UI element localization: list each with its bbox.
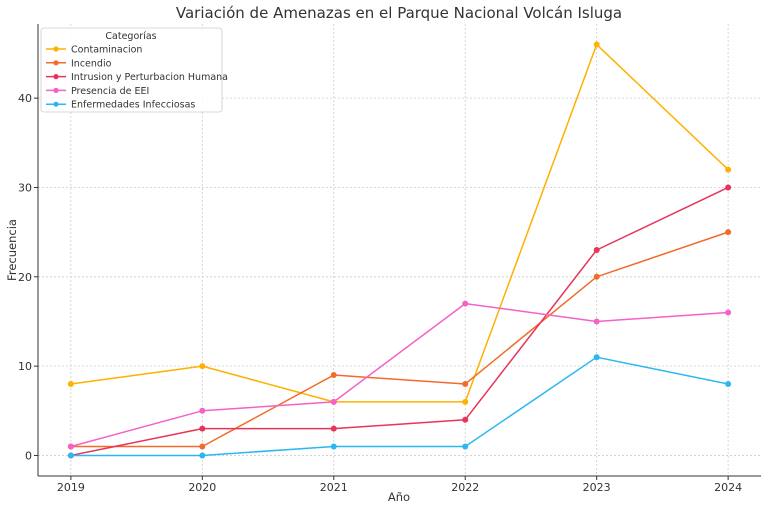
- data-point: [199, 443, 206, 450]
- data-point: [462, 443, 469, 450]
- legend-title: Categorías: [105, 31, 156, 42]
- data-point: [725, 229, 732, 236]
- data-point: [462, 416, 469, 423]
- data-point: [330, 425, 337, 432]
- x-tick-label: 2020: [188, 481, 216, 494]
- series-line: [70, 356, 729, 457]
- series-5: [67, 354, 732, 459]
- data-point: [330, 398, 337, 405]
- legend-marker: [53, 60, 59, 66]
- data-point: [67, 443, 74, 450]
- data-point: [725, 380, 732, 387]
- series-2: [67, 229, 732, 450]
- legend-item: Presencia de EEI: [46, 86, 149, 97]
- data-point: [725, 184, 732, 191]
- series-layer: [67, 41, 732, 459]
- y-tick-label: 30: [18, 181, 32, 194]
- legend-marker: [53, 101, 59, 107]
- data-point: [593, 318, 600, 325]
- legend-label: Contaminacion: [71, 45, 142, 56]
- legend-label: Incendio: [71, 58, 112, 69]
- x-tick-label: 2019: [57, 481, 85, 494]
- data-point: [199, 363, 206, 370]
- data-point: [67, 380, 74, 387]
- data-point: [725, 166, 732, 173]
- series-1: [67, 41, 732, 405]
- y-tick-label: 10: [18, 360, 32, 373]
- series-4: [67, 300, 732, 450]
- data-point: [593, 41, 600, 48]
- series-3: [67, 184, 732, 459]
- data-point: [67, 452, 74, 459]
- y-tick-label: 40: [18, 92, 32, 105]
- chart-title: Variación de Amenazas en el Parque Nacio…: [176, 4, 622, 22]
- axes: 2019 2020 2021 2022 2023 2024 0 10 20 30 40: [18, 24, 761, 494]
- data-point: [199, 452, 206, 459]
- data-point: [462, 380, 469, 387]
- legend-marker: [53, 87, 59, 93]
- legend-label: Presencia de EEI: [71, 86, 149, 97]
- legend-item: Incendio: [46, 58, 112, 69]
- data-point: [462, 300, 469, 307]
- x-tick-label: 2024: [714, 481, 742, 494]
- data-point: [330, 443, 337, 450]
- series-line: [70, 231, 729, 448]
- data-point: [199, 425, 206, 432]
- data-point: [199, 407, 206, 414]
- series-line: [70, 43, 729, 403]
- legend-item: Contaminacion: [46, 45, 142, 56]
- data-point: [725, 309, 732, 316]
- x-tick-label: 2022: [451, 481, 479, 494]
- y-axis-label: Frecuencia: [5, 219, 19, 281]
- legend-marker: [53, 74, 59, 80]
- legend-item: Intrusion y Perturbacion Humana: [46, 72, 228, 83]
- x-tick-label: 2021: [320, 481, 348, 494]
- legend-marker: [53, 46, 59, 52]
- y-tick-label: 0: [25, 449, 32, 462]
- legend: Categorías Contaminacion Incendio Intrusio…: [40, 27, 228, 113]
- data-point: [462, 398, 469, 405]
- legend-label: Intrusion y Perturbacion Humana: [71, 72, 228, 83]
- legend-item: Enfermedades Infecciosas: [46, 100, 195, 111]
- data-point: [593, 273, 600, 280]
- x-tick-label: 2023: [583, 481, 611, 494]
- data-point: [593, 247, 600, 253]
- legend-label: Enfermedades Infecciosas: [71, 100, 195, 111]
- data-point: [330, 372, 337, 379]
- y-tick-label: 20: [18, 271, 32, 284]
- series-line: [70, 186, 729, 457]
- data-point: [593, 354, 600, 361]
- legend-box: [40, 27, 223, 113]
- series-line: [70, 302, 729, 448]
- x-axis-label: Año: [388, 490, 410, 504]
